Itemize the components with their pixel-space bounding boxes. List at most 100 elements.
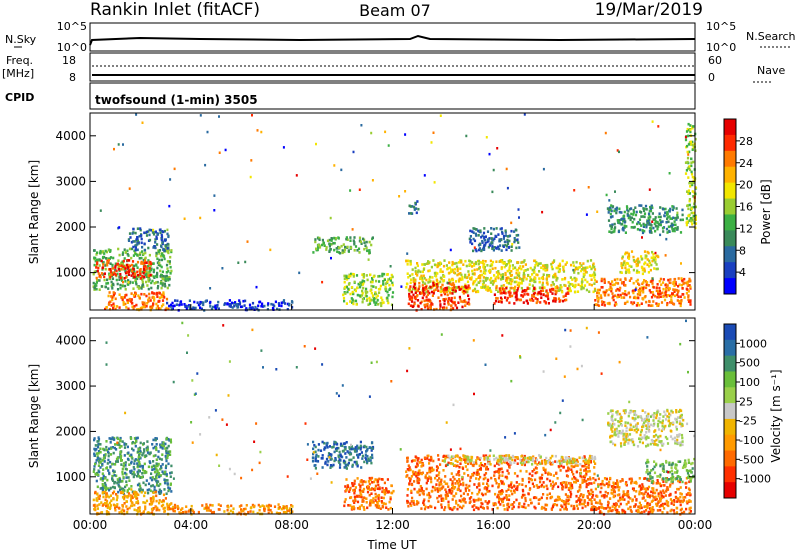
velocity-cell — [346, 450, 349, 453]
power-cell — [129, 236, 132, 239]
power-cell — [624, 290, 627, 293]
power-cell — [131, 232, 134, 235]
power-cell — [411, 305, 414, 308]
power-cell — [202, 301, 205, 304]
velocity-cell — [173, 509, 176, 513]
power-cell — [626, 212, 629, 216]
power-cell — [422, 281, 425, 284]
power-cell — [106, 263, 109, 267]
power-cell — [385, 282, 388, 285]
power-cell — [643, 250, 647, 253]
velocity-cell — [134, 493, 137, 496]
power-cell — [451, 268, 454, 272]
velocity-cell — [141, 453, 144, 457]
power-cell — [615, 303, 618, 306]
velocity-cell — [162, 444, 165, 448]
power-cell — [505, 277, 508, 280]
power-cell — [613, 222, 616, 226]
power-cell — [515, 268, 518, 272]
velocity-cell — [356, 453, 359, 457]
power-cell — [151, 306, 154, 309]
power-cell — [134, 281, 138, 284]
power-cell — [611, 296, 614, 300]
power-cell — [153, 299, 156, 302]
velocity-cell — [371, 447, 375, 450]
velocity-cell — [106, 462, 109, 465]
power-cell — [511, 278, 514, 282]
power-cell — [516, 283, 519, 287]
velocity-cell — [428, 458, 431, 462]
power-cell — [409, 259, 412, 263]
velocity-cell — [138, 506, 141, 509]
velocity-cell — [462, 483, 465, 487]
power-cell — [580, 287, 583, 291]
power-cell — [164, 284, 167, 288]
power-cell — [118, 306, 121, 309]
power-cell — [450, 283, 453, 287]
power-cell — [118, 293, 121, 296]
power-cell — [640, 302, 643, 305]
power-cell — [98, 288, 101, 291]
power-cell — [142, 252, 145, 256]
power-cell — [263, 304, 266, 308]
velocity-cell — [155, 443, 158, 446]
power-cell — [211, 305, 215, 309]
velocity-cell — [120, 454, 123, 458]
velocity-cell — [337, 446, 340, 450]
velocity-cell — [391, 491, 394, 495]
velocity-cell — [579, 498, 582, 501]
velocity-cell — [368, 493, 371, 497]
velocity-cell — [169, 475, 172, 478]
velocity-cell — [325, 444, 328, 447]
velocity-cell — [570, 487, 573, 490]
velocity-cell — [120, 445, 123, 448]
velocity-cell — [452, 475, 455, 479]
cpid-label: CPID — [5, 91, 34, 104]
power-cell — [130, 256, 133, 260]
power-cell — [450, 268, 453, 271]
power-cell — [649, 209, 653, 213]
velocity-cell — [119, 457, 122, 460]
power-cell — [501, 260, 504, 264]
velocity-cell — [451, 490, 454, 493]
power-cell — [351, 290, 354, 294]
power-cell — [488, 152, 491, 156]
power-cell — [574, 283, 577, 287]
power-cell — [664, 293, 667, 297]
velocity-cell — [374, 499, 377, 502]
power-cell — [152, 268, 156, 272]
power-colorbar-segment — [724, 246, 736, 263]
velocity-cell — [364, 480, 367, 484]
velocity-cell — [96, 455, 99, 458]
power-cell — [561, 299, 565, 303]
power-cell — [381, 298, 384, 302]
power-cell — [237, 261, 240, 264]
power-cell — [383, 278, 386, 282]
power-cell — [641, 272, 644, 276]
velocity-cell — [118, 478, 122, 481]
power-cell — [489, 264, 492, 268]
velocity-cell — [357, 456, 360, 459]
power-cell — [444, 288, 447, 292]
power-cell — [611, 292, 614, 295]
velocity-cell — [575, 458, 579, 462]
power-cell — [555, 291, 558, 294]
power-cell — [690, 207, 693, 211]
power-cell — [199, 114, 202, 117]
velocity-cell — [349, 504, 352, 507]
power-cell — [152, 262, 155, 265]
power-cell — [467, 301, 470, 304]
power-cell — [475, 283, 478, 287]
velocity-cell — [113, 446, 116, 450]
velocity-cell — [153, 478, 156, 481]
velocity-cell — [466, 468, 469, 472]
power-cell — [315, 247, 318, 251]
power-cell — [649, 205, 652, 209]
power-cell — [516, 297, 519, 301]
velocity-cell — [154, 490, 157, 494]
velocity-cell — [122, 462, 126, 465]
velocity-cell — [564, 493, 567, 496]
velocity-cell — [101, 479, 104, 482]
velocity-cell — [159, 445, 162, 449]
power-cell — [510, 221, 513, 225]
